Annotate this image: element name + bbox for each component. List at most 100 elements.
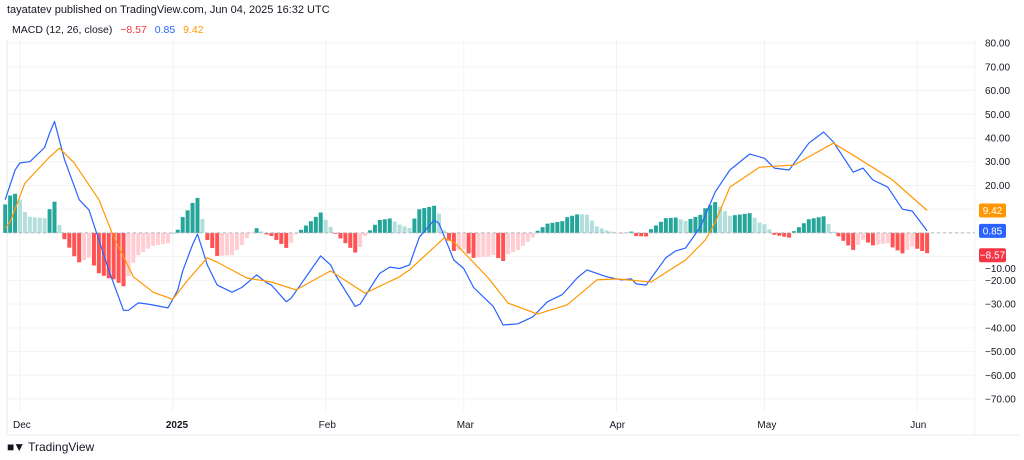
brand-name: TradingView [28,440,95,454]
histogram-bar [589,220,594,233]
histogram-bar [205,232,210,241]
histogram-bar [274,232,279,240]
histogram-bar [658,221,663,233]
x-tick-label: Feb [319,420,337,431]
histogram-bar [629,231,634,233]
time-axis: Dec 2025 Feb Mar Apr May Jun [13,420,926,431]
histogram-bar [446,232,451,241]
histogram-bar [175,229,180,233]
histogram-bar [323,219,328,233]
histogram-bar [806,219,811,233]
histogram-bar [594,226,599,233]
histogram-bar [397,224,402,233]
histogram-bar [456,232,461,251]
histogram-bar [481,232,486,258]
histogram [3,193,930,287]
histogram-bar [27,216,32,233]
y-tick-label: −70.00 [985,395,1016,406]
histogram-bar [417,209,422,233]
histogram-bar [303,225,308,233]
histogram-bar [190,202,195,233]
histogram-bar [358,232,363,248]
histogram-bar [387,218,392,233]
histogram-bar [180,217,185,233]
grid [6,40,1020,436]
tradingview-brand[interactable]: ■▼ TradingView [7,440,94,454]
histogram-bar [220,232,225,256]
y-tick-label: −10.00 [985,264,1016,275]
histogram-bar [372,224,377,233]
histogram-bar [841,232,846,241]
histogram-bar [722,211,727,233]
histogram-bar [57,225,62,233]
histogram-bar [62,232,67,240]
histogram-bar [259,231,264,233]
histogram-bar [229,232,234,256]
histogram-bar [668,217,673,233]
histogram-bar [836,232,841,237]
indicator-legend[interactable]: MACD (12, 26, close) −8.57 0.85 9.42 [12,24,209,36]
histogram-bar [663,218,668,233]
histogram-bar [925,232,930,254]
histogram-bar [254,228,259,233]
histogram-bar [575,214,580,233]
histogram-bar [920,232,925,251]
histogram-bar [491,232,496,256]
histogram-bar [890,232,895,248]
histogram-bar [703,208,708,233]
histogram-bar [476,232,481,258]
histogram-bar [402,226,407,233]
histogram-bar [87,232,92,258]
histogram-bar [678,219,683,233]
histogram-bar [67,232,72,248]
histogram-bar [96,232,101,274]
histogram-bar [614,232,619,234]
histogram-bar [570,215,575,233]
histogram-bar [865,232,870,243]
histogram-bar [264,232,269,235]
histogram-bar [796,227,801,233]
histogram-bar [18,199,22,233]
histogram-bar [343,232,348,244]
histogram-bar [318,212,323,233]
histogram-bar [653,225,658,233]
histogram-bar [831,231,836,233]
last-value-tag [979,248,1006,263]
last-value-label: 0.85 [983,226,1003,237]
last-value-label: 9.42 [983,206,1003,217]
macd-line [4,120,928,326]
price-axis: 80.00 70.00 60.00 50.00 40.00 30.00 20.00 −10.0… [985,39,1016,406]
histogram-bar [708,205,713,233]
histogram-bar [688,218,693,233]
histogram-bar [856,232,861,245]
histogram-bar [900,232,905,254]
histogram-bar [599,228,604,233]
histogram-bar [160,232,165,245]
histogram-bar [126,232,131,277]
histogram-bar [718,206,723,233]
histogram-bar [550,222,555,233]
histogram-bar [170,232,175,234]
histogram-bar [530,232,535,238]
histogram-bar [511,232,515,253]
histogram-bar [72,232,77,257]
histogram-bar [407,227,412,233]
histogram-bar [294,232,299,235]
histogram-bar [146,232,151,249]
histogram-bar [368,230,373,233]
y-tick-label: 40.00 [985,133,1010,144]
y-tick-label: 30.00 [985,157,1010,168]
histogram-bar [801,223,806,233]
histogram-bar [47,209,52,233]
histogram-bar [284,232,289,248]
histogram-bar [427,206,432,233]
histogram-bar [165,232,170,244]
histogram-bar [649,229,654,233]
y-tick-label: −60.00 [985,371,1016,382]
histogram-bar [713,202,718,233]
histogram-bar [185,210,190,233]
histogram-bar [634,232,639,237]
histogram-bar [584,214,589,233]
y-tick-label: 60.00 [985,86,1010,97]
